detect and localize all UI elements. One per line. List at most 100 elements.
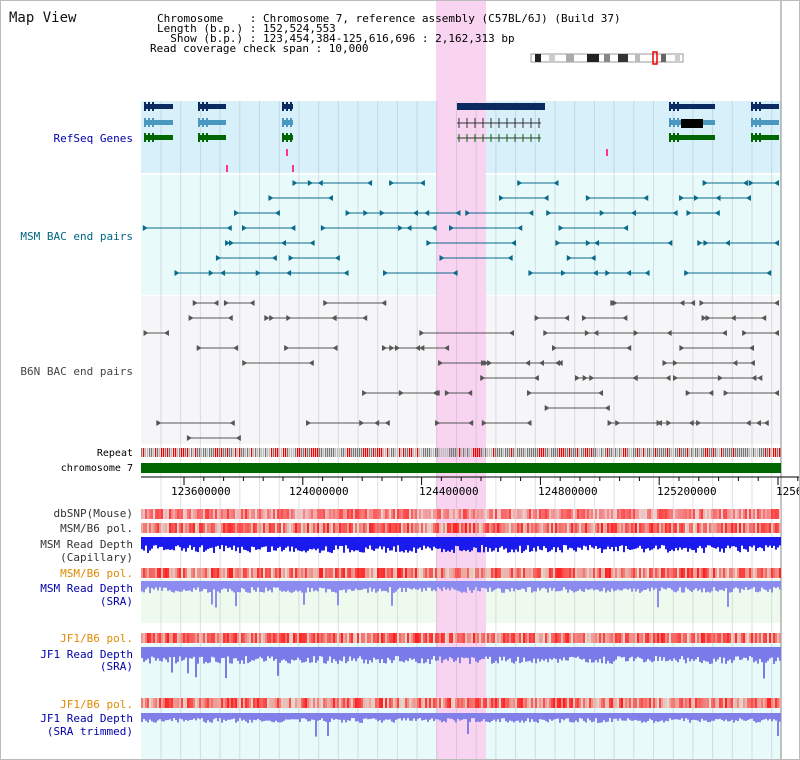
jf1-depth-sra-bar [245, 647, 247, 657]
jf1-depth-sra-bar [457, 647, 459, 658]
msm-depth-cap-bar [541, 537, 543, 551]
jf1-pol-heat [279, 698, 281, 708]
dbsnp-heat [627, 509, 629, 519]
jf1-pol-heat [245, 698, 247, 708]
jf1-depth-trim-bar [619, 713, 621, 719]
repeat-element [537, 448, 539, 457]
jf1-depth-sra-bar [367, 647, 369, 664]
msm-depth-sra-bar [517, 581, 519, 591]
repeat-element [657, 448, 659, 457]
jf1-depth-trim-bar [741, 713, 743, 720]
track-label-refseq[interactable]: RefSeq Genes [53, 132, 133, 145]
jf1-depth-trim-bar [659, 713, 661, 722]
dbsnp-heat [679, 509, 681, 519]
repeat-element [209, 448, 211, 457]
gene-exon [202, 133, 204, 142]
msm-pol-heat [367, 523, 369, 533]
repeat-element [291, 448, 293, 457]
jf1-pol-heat [515, 698, 517, 708]
jf1-pol-heat [333, 698, 335, 708]
jf1-pol-heat [171, 633, 173, 643]
jf1-depth-sra-bar [275, 647, 277, 659]
jf1-depth-trim-bar [613, 713, 615, 719]
msm-depth-sra-bar [183, 581, 185, 590]
repeat-element [239, 448, 241, 457]
track-label-jf1-depth-sra: JF1 Read Depth [40, 648, 133, 661]
jf1-pol-heat [437, 633, 439, 643]
msm-pol-heat [559, 568, 561, 578]
jf1-pol-heat [277, 633, 279, 643]
bac-end-marker [233, 345, 239, 351]
bac-end-marker [208, 270, 214, 276]
msm-depth-cap-bar [465, 537, 467, 552]
msm-pol-heat [433, 523, 435, 533]
track-label-msm-bac[interactable]: MSM BAC end pairs [20, 230, 133, 243]
jf1-pol-heat [187, 698, 189, 708]
jf1-depth-sra-bar [413, 647, 415, 659]
bac-end-marker [672, 210, 678, 216]
msm-pol-heat [183, 523, 185, 533]
dbsnp-heat [427, 509, 429, 519]
bac-end-marker [742, 180, 748, 186]
msm-pol-heat [733, 523, 735, 533]
msm-depth-sra-bar [299, 581, 301, 591]
repeat-element [675, 448, 677, 457]
msm-depth-cap-bar [385, 537, 387, 553]
jf1-pol-heat [775, 698, 777, 708]
jf1-depth-sra-bar [303, 647, 305, 663]
msm-depth-sra-bar [503, 581, 505, 593]
jf1-depth-trim-bar [713, 713, 715, 721]
msm-depth-cap-bar [747, 537, 749, 552]
jf1-pol-heat [287, 633, 289, 643]
jf1-depth-sra-bar [401, 647, 403, 662]
msm-depth-sra-bar [585, 581, 587, 589]
jf1-pol-heat [511, 698, 513, 708]
dbsnp-heat [353, 509, 355, 519]
msm-depth-cap-bar [665, 537, 667, 550]
jf1-depth-sra-bar [615, 647, 617, 660]
msm-pol-heat [533, 523, 535, 533]
repeat-element [411, 448, 413, 457]
jf1-pol-heat [407, 698, 409, 708]
msm-pol-heat [617, 568, 619, 578]
msm-depth-cap-bar [221, 537, 223, 546]
repeat-element [393, 448, 395, 457]
track-label-b6n-bac[interactable]: B6N BAC end pairs [20, 365, 133, 378]
msm-depth-sra-bar [675, 581, 677, 593]
jf1-depth-trim-bar [625, 713, 627, 721]
dbsnp-heat [317, 509, 319, 519]
msm-pol-heat [707, 523, 709, 533]
dbsnp-heat [407, 509, 409, 519]
msm-pol-heat [467, 523, 469, 533]
jf1-pol-heat [431, 698, 433, 708]
msm-depth-sra-bar [729, 581, 731, 593]
msm-pol-heat [301, 568, 303, 578]
jf1-pol-heat [643, 698, 645, 708]
jf1-pol-heat [313, 633, 315, 643]
jf1-depth-sra-bar [309, 647, 311, 663]
msm-pol-heat [165, 523, 167, 533]
jf1-depth-trim-bar [543, 713, 545, 720]
msm-depth-sra-bar [373, 581, 375, 589]
dbsnp-heat [683, 509, 685, 519]
jf1-depth-sra-bar [389, 647, 391, 660]
repeat-element [153, 448, 155, 457]
dbsnp-heat [179, 509, 181, 519]
jf1-depth-sra-bar [431, 647, 433, 660]
msm-depth-cap-bar [691, 537, 693, 550]
repeat-element [343, 448, 345, 457]
msm-pol-heat [439, 523, 441, 533]
repeat-element [369, 448, 371, 457]
msm-depth-cap-bar [395, 537, 397, 552]
dbsnp-heat [429, 509, 431, 519]
dbsnp-heat [715, 509, 717, 519]
repeat-element [667, 448, 669, 457]
dbsnp-heat [561, 509, 563, 519]
msm-depth-cap-bar [453, 537, 455, 553]
msm-pol-heat [163, 523, 165, 533]
msm-pol-heat [673, 568, 675, 578]
jf1-pol-heat [717, 633, 719, 643]
msm-depth-sra-bar [737, 581, 739, 589]
msm-depth-cap-bar [767, 537, 769, 548]
